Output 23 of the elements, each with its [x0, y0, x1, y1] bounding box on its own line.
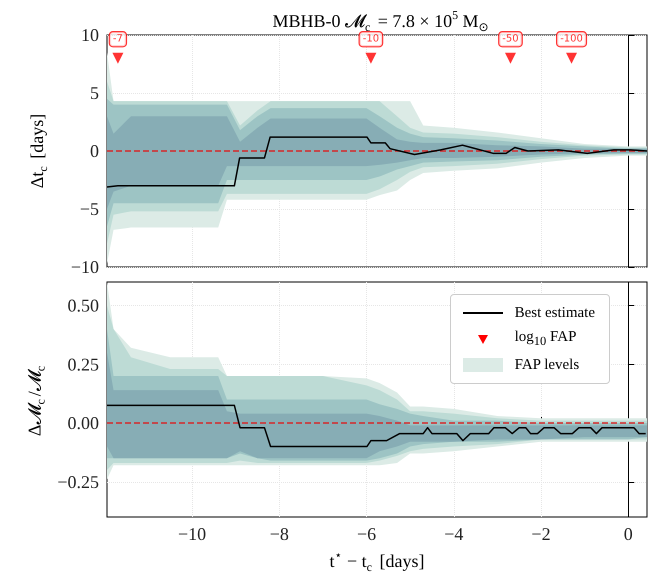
annotation: -7: [112, 34, 123, 45]
x-tick-label: −2: [531, 524, 551, 544]
y-tick-label: 0.25: [68, 354, 99, 374]
y-tick-label: −5: [80, 199, 99, 219]
y-axis-title: Δtc [days]: [27, 114, 50, 188]
y-tick-label: 10: [81, 25, 99, 45]
annotation: -50: [502, 34, 519, 45]
text: log$_{10}$ FAP: [514, 329, 576, 348]
x-tick-label: −6: [356, 524, 376, 544]
y-tick-label: −0.25: [57, 472, 99, 492]
y-tick-label: 0.00: [68, 413, 99, 433]
y-tick-label: 0: [90, 141, 99, 161]
y-tick-label: 5: [90, 83, 99, 103]
y-tick-label: 0.50: [68, 296, 99, 316]
y-tick-label: −10: [70, 257, 99, 277]
x-tick-label: 0: [624, 524, 633, 544]
x-tick-label: −8: [270, 524, 289, 544]
x-tick-label: −4: [444, 524, 464, 544]
legend-label: FAP levels: [514, 356, 580, 375]
annotation: -10: [362, 34, 380, 45]
annotation: -100: [560, 34, 583, 45]
legend-label: Best estimate: [514, 304, 595, 323]
x-tick-label: −10: [178, 524, 206, 544]
